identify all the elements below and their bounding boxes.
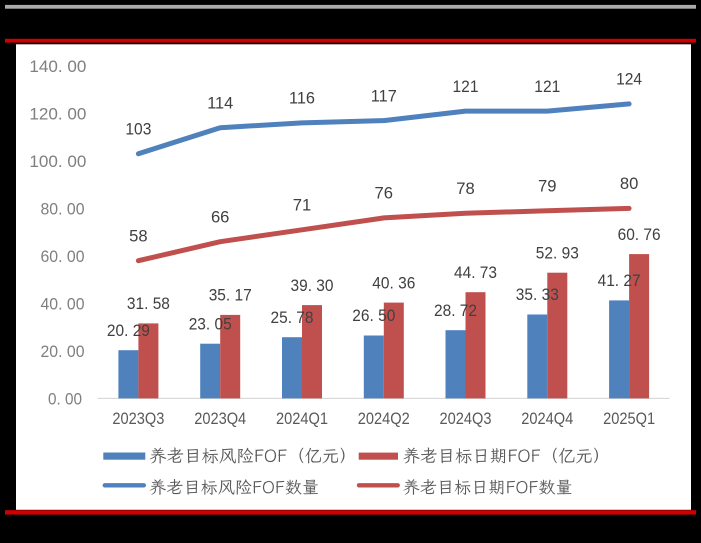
svg-text:114: 114 <box>207 94 233 113</box>
svg-text:100. 00: 100. 00 <box>29 152 86 171</box>
svg-text:2023Q3: 2023Q3 <box>112 409 164 428</box>
svg-text:35. 33: 35. 33 <box>516 285 559 304</box>
svg-text:117: 117 <box>371 86 397 105</box>
svg-text:80: 80 <box>620 174 639 193</box>
svg-text:39. 30: 39. 30 <box>291 276 334 295</box>
svg-text:80. 00: 80. 00 <box>41 200 85 219</box>
svg-text:58: 58 <box>129 227 148 246</box>
svg-text:2025Q1: 2025Q1 <box>603 409 655 428</box>
svg-text:52. 93: 52. 93 <box>536 243 579 262</box>
svg-text:28. 72: 28. 72 <box>434 301 477 320</box>
svg-text:31. 58: 31. 58 <box>127 294 170 313</box>
svg-text:35. 17: 35. 17 <box>209 286 252 305</box>
svg-text:2024Q4: 2024Q4 <box>521 409 573 428</box>
svg-text:20. 00: 20. 00 <box>41 342 85 361</box>
svg-text:26. 50: 26. 50 <box>352 306 395 325</box>
svg-text:121: 121 <box>453 77 479 96</box>
svg-text:40. 00: 40. 00 <box>41 295 85 314</box>
svg-text:76: 76 <box>375 184 394 203</box>
svg-text:71: 71 <box>293 196 312 215</box>
svg-text:44. 73: 44. 73 <box>454 263 497 282</box>
svg-text:120. 00: 120. 00 <box>29 105 86 124</box>
svg-text:20. 29: 20. 29 <box>107 321 150 340</box>
svg-text:23. 05: 23. 05 <box>189 314 232 333</box>
svg-text:103: 103 <box>125 120 151 139</box>
svg-text:2024Q3: 2024Q3 <box>440 409 492 428</box>
svg-text:2024Q1: 2024Q1 <box>276 409 328 428</box>
svg-text:2023Q4: 2023Q4 <box>194 409 246 428</box>
svg-text:60. 00: 60. 00 <box>41 247 85 266</box>
svg-text:41. 27: 41. 27 <box>598 271 641 290</box>
svg-text:140. 00: 140. 00 <box>29 57 86 76</box>
svg-text:60. 76: 60. 76 <box>618 225 661 244</box>
svg-text:40. 36: 40. 36 <box>372 273 415 292</box>
svg-text:66: 66 <box>211 208 230 227</box>
svg-text:78: 78 <box>456 179 475 198</box>
svg-text:124: 124 <box>616 70 642 89</box>
svg-text:0. 00: 0. 00 <box>48 390 82 409</box>
svg-text:116: 116 <box>289 89 315 108</box>
svg-text:2024Q2: 2024Q2 <box>358 409 410 428</box>
svg-text:121: 121 <box>534 77 560 96</box>
svg-text:79: 79 <box>538 177 557 196</box>
svg-text:25. 78: 25. 78 <box>271 308 314 327</box>
